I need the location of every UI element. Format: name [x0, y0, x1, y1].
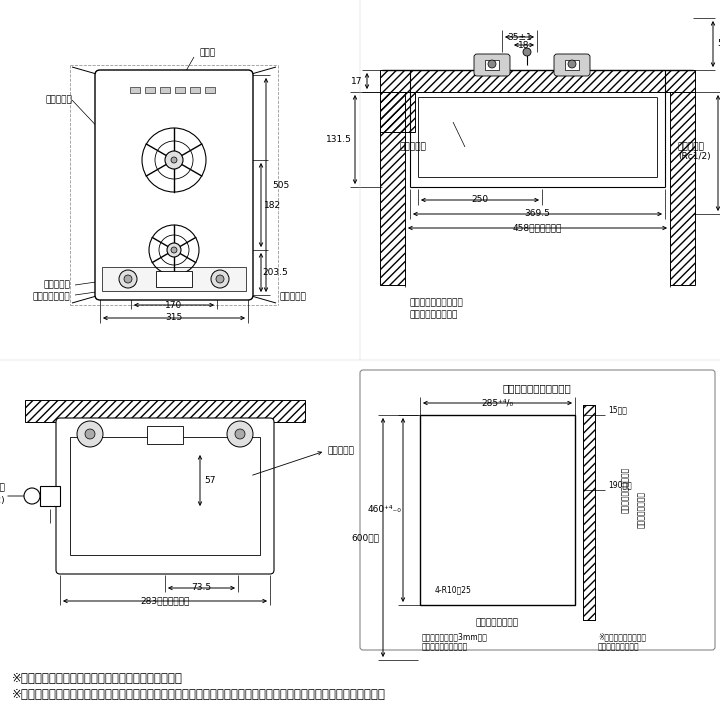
- Bar: [380, 92, 405, 285]
- Text: 283（本体凸部）: 283（本体凸部）: [140, 596, 189, 606]
- Bar: [130, 87, 140, 93]
- FancyBboxPatch shape: [554, 54, 590, 76]
- Circle shape: [523, 48, 531, 56]
- Text: 190以上: 190以上: [608, 480, 631, 490]
- Text: のすき間を確保のこと: のすき間を確保のこと: [422, 642, 468, 652]
- Text: 空気が流れるよう3mm以上: 空気が流れるよう3mm以上: [422, 632, 488, 642]
- Text: 505: 505: [272, 181, 289, 189]
- Bar: [670, 92, 695, 285]
- Text: 203.5: 203.5: [262, 268, 288, 277]
- Text: 460⁺⁴₋₀: 460⁺⁴₋₀: [368, 505, 402, 515]
- Bar: [380, 92, 415, 132]
- Bar: [583, 405, 595, 620]
- Text: 4-R10～25: 4-R10～25: [435, 585, 472, 595]
- Circle shape: [24, 488, 40, 504]
- Text: キャビネット側板前面: キャビネット側板前面: [410, 299, 464, 307]
- Circle shape: [77, 421, 103, 447]
- Bar: [565, 60, 579, 70]
- Text: 高温炒め操: 高温炒め操: [280, 292, 307, 302]
- Text: 285⁺⁴/₀: 285⁺⁴/₀: [482, 398, 513, 408]
- FancyBboxPatch shape: [95, 70, 253, 300]
- Text: ※単体設置タイプにつきオーブン接続はできません。: ※単体設置タイプにつきオーブン接続はできません。: [12, 672, 183, 685]
- Circle shape: [171, 247, 177, 253]
- Text: (Rc1/2): (Rc1/2): [0, 495, 5, 505]
- Text: 電池交換対応寿法前面: 電池交換対応寿法前面: [621, 467, 629, 513]
- Bar: [190, 87, 200, 93]
- Text: (Rc1/2): (Rc1/2): [678, 153, 711, 161]
- FancyBboxPatch shape: [56, 418, 274, 574]
- Bar: [70, 437, 260, 555]
- Circle shape: [124, 275, 132, 283]
- Text: 250: 250: [472, 196, 489, 204]
- Bar: [380, 70, 695, 92]
- Text: 35±1: 35±1: [507, 32, 532, 42]
- Text: 131.5: 131.5: [326, 135, 352, 144]
- Text: 電池ケース: 電池ケース: [400, 143, 427, 151]
- Bar: [485, 60, 499, 70]
- Circle shape: [165, 151, 183, 169]
- Bar: [102, 267, 246, 291]
- Text: 600以上: 600以上: [351, 533, 379, 542]
- Text: 18: 18: [518, 40, 530, 50]
- Text: 15以上: 15以上: [608, 405, 627, 415]
- Circle shape: [167, 243, 181, 257]
- Text: ガス接続口: ガス接続口: [0, 484, 5, 492]
- Text: 電池ケース: 電池ケース: [328, 446, 355, 456]
- Text: ※電池交換出来る様に: ※電池交換出来る様に: [598, 632, 646, 642]
- Bar: [583, 405, 595, 620]
- Text: キャビネット前面: キャビネット前面: [636, 492, 646, 528]
- Text: 315: 315: [166, 313, 183, 323]
- Bar: [147, 426, 183, 444]
- Circle shape: [488, 60, 496, 68]
- Text: 369.5: 369.5: [525, 210, 550, 218]
- Circle shape: [227, 421, 253, 447]
- Text: 電池交換サイン: 電池交換サイン: [32, 292, 70, 302]
- Circle shape: [568, 60, 576, 68]
- Bar: [145, 87, 155, 93]
- Circle shape: [119, 270, 137, 288]
- Bar: [156, 271, 192, 287]
- Bar: [205, 87, 215, 93]
- Text: 182: 182: [264, 200, 282, 210]
- Circle shape: [216, 275, 224, 283]
- Text: 吸気口: 吸気口: [199, 48, 215, 58]
- Text: 17: 17: [351, 76, 363, 86]
- Text: 前バーナー: 前バーナー: [43, 281, 70, 289]
- Text: 170: 170: [166, 300, 183, 310]
- Text: 73.5: 73.5: [192, 583, 212, 593]
- Text: 配置されていること: 配置されていること: [598, 642, 639, 652]
- Text: 458（本体凸部）: 458（本体凸部）: [513, 223, 562, 233]
- Text: ガス接続口: ガス接続口: [678, 143, 705, 151]
- Bar: [40, 486, 60, 506]
- Bar: [420, 415, 575, 605]
- Text: ※本機器は防火性能評定品であり、周図に可燃物がある場合は防火性能評定品ラベル内容に従って設置してください。: ※本機器は防火性能評定品であり、周図に可燃物がある場合は防火性能評定品ラベル内容…: [12, 688, 386, 701]
- FancyBboxPatch shape: [360, 370, 715, 650]
- Circle shape: [85, 429, 95, 439]
- Bar: [25, 400, 305, 422]
- Text: 57: 57: [204, 476, 216, 485]
- Text: 後バーナー: 後バーナー: [45, 96, 72, 104]
- Circle shape: [171, 157, 177, 163]
- Text: 52: 52: [717, 40, 720, 48]
- Bar: [175, 87, 185, 93]
- Text: キャビネット扉前面: キャビネット扉前面: [410, 310, 459, 320]
- Circle shape: [235, 429, 245, 439]
- Bar: [160, 87, 170, 93]
- Text: ワークトップ穴開け寸法: ワークトップ穴開け寸法: [503, 383, 572, 393]
- Circle shape: [211, 270, 229, 288]
- FancyBboxPatch shape: [474, 54, 510, 76]
- Text: ワークトップ前面: ワークトップ前面: [475, 618, 518, 628]
